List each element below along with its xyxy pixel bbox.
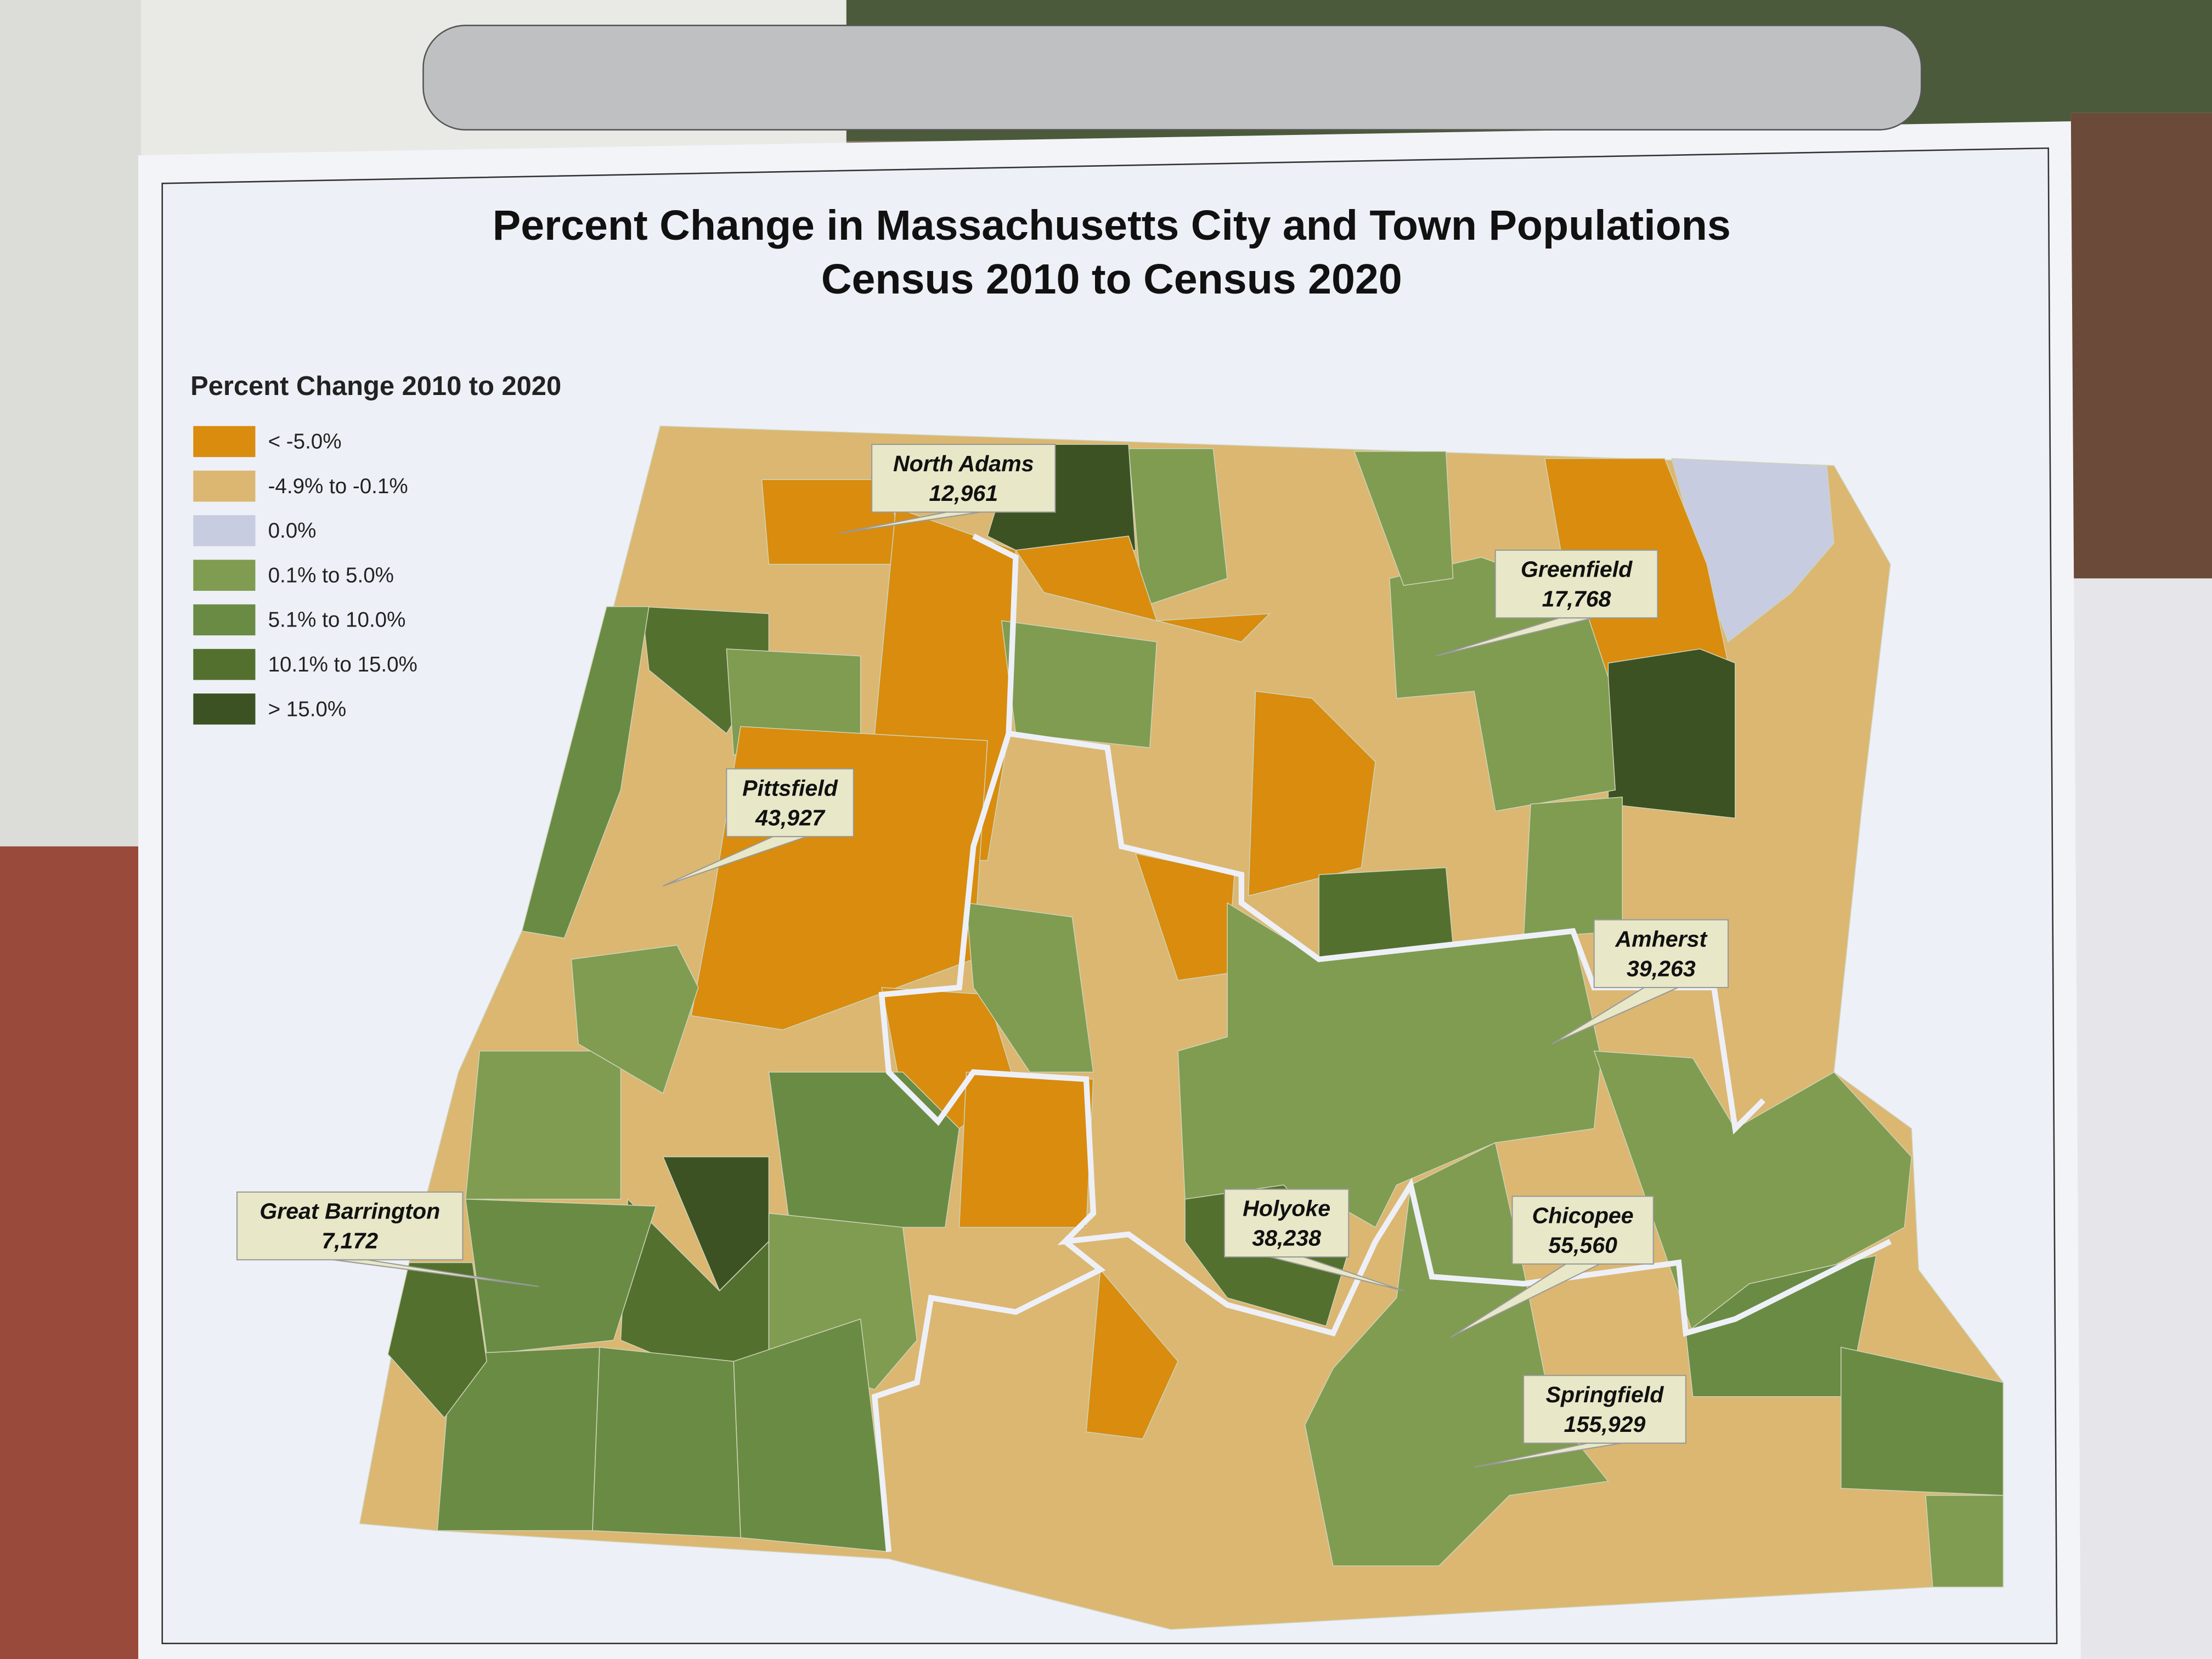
place-name: Chicopee	[1532, 1203, 1634, 1228]
place-population: 155,929	[1564, 1412, 1646, 1437]
callout-box	[871, 443, 1056, 513]
place-labels: North Adams 12,961 Greenfield 17,768 Pittsfi…	[236, 443, 1729, 1468]
legend-swatch	[193, 648, 256, 680]
place-population: 12,961	[929, 481, 998, 506]
municipality	[437, 1346, 600, 1531]
callout-box	[1494, 549, 1658, 619]
county-lines	[871, 533, 1892, 1553]
legend: < -5.0% -4.9% to -0.1% 0.0% 0.1% to 5.0% 5.1…	[193, 426, 417, 725]
place-name: North Adams	[893, 451, 1034, 476]
municipality	[1128, 448, 1228, 607]
person-hair	[2070, 112, 2212, 579]
callout-box	[726, 768, 854, 837]
place-population: 43,927	[755, 805, 826, 830]
municipality	[465, 1050, 622, 1200]
municipality	[1015, 535, 1271, 642]
municipality	[1925, 1494, 2004, 1588]
municipality	[1353, 451, 1454, 586]
callout-box	[1523, 1375, 1686, 1444]
municipality	[521, 606, 650, 939]
place-population: 55,560	[1548, 1232, 1617, 1257]
place-population: 17,768	[1542, 586, 1611, 612]
place-name: Springfield	[1546, 1382, 1664, 1407]
title-line1: Percent Change in Massachusetts City and…	[493, 202, 1731, 249]
boundary	[1008, 731, 1765, 1135]
legend-swatch	[193, 515, 256, 546]
boundary	[878, 533, 1892, 1337]
municipality	[571, 945, 699, 1094]
legend-swatch	[193, 560, 256, 591]
callout-box	[236, 1191, 464, 1261]
callout-box	[1223, 1188, 1350, 1258]
legend-title: Percent Change 2010 to 2020	[190, 371, 561, 401]
place-population: 7,172	[321, 1228, 378, 1254]
boundary	[871, 1239, 1106, 1553]
callout-box	[1511, 1195, 1654, 1265]
place-name: Great Barrington	[259, 1199, 440, 1224]
legend-label: 10.1% to 15.0%	[268, 653, 417, 676]
legend-swatch	[193, 693, 256, 725]
legend-label: -4.9% to -0.1%	[268, 475, 408, 498]
place-name: Greenfield	[1521, 557, 1633, 582]
municipality	[465, 1198, 657, 1355]
map	[359, 425, 2004, 1630]
municipality	[958, 1071, 1094, 1228]
title-line2: Census 2010 to Census 2020	[821, 256, 1402, 303]
municipality	[387, 1262, 487, 1419]
place-population: 38,238	[1252, 1226, 1321, 1251]
legend-label: < -5.0%	[268, 430, 342, 454]
place-population: 39,263	[1627, 956, 1696, 981]
municipality	[1001, 620, 1158, 748]
legend-label: 5.1% to 10.0%	[268, 608, 406, 632]
legend-swatch	[193, 470, 256, 502]
place-name: Holyoke	[1243, 1196, 1330, 1221]
legend-swatch	[193, 604, 256, 636]
legend-swatch	[193, 426, 256, 458]
municipality	[966, 902, 1094, 1073]
municipality	[1086, 1268, 1179, 1440]
municipality	[592, 1346, 741, 1538]
place-name: Amherst	[1615, 926, 1708, 951]
building-wall	[0, 0, 142, 847]
legend-label: 0.0%	[268, 519, 317, 543]
municipality	[768, 1071, 960, 1228]
place-name: Pittsfield	[742, 775, 838, 800]
municipality	[1607, 648, 1736, 819]
municipality	[1177, 902, 1602, 1228]
poster-rail	[422, 25, 1922, 131]
legend-label: 0.1% to 5.0%	[268, 563, 394, 587]
municipality	[1685, 1255, 1877, 1397]
callout-box	[1593, 919, 1729, 989]
legend-label: > 15.0%	[268, 697, 347, 721]
brick-path	[0, 846, 142, 1659]
municipality	[1523, 797, 1623, 939]
municipality	[1248, 691, 1376, 896]
